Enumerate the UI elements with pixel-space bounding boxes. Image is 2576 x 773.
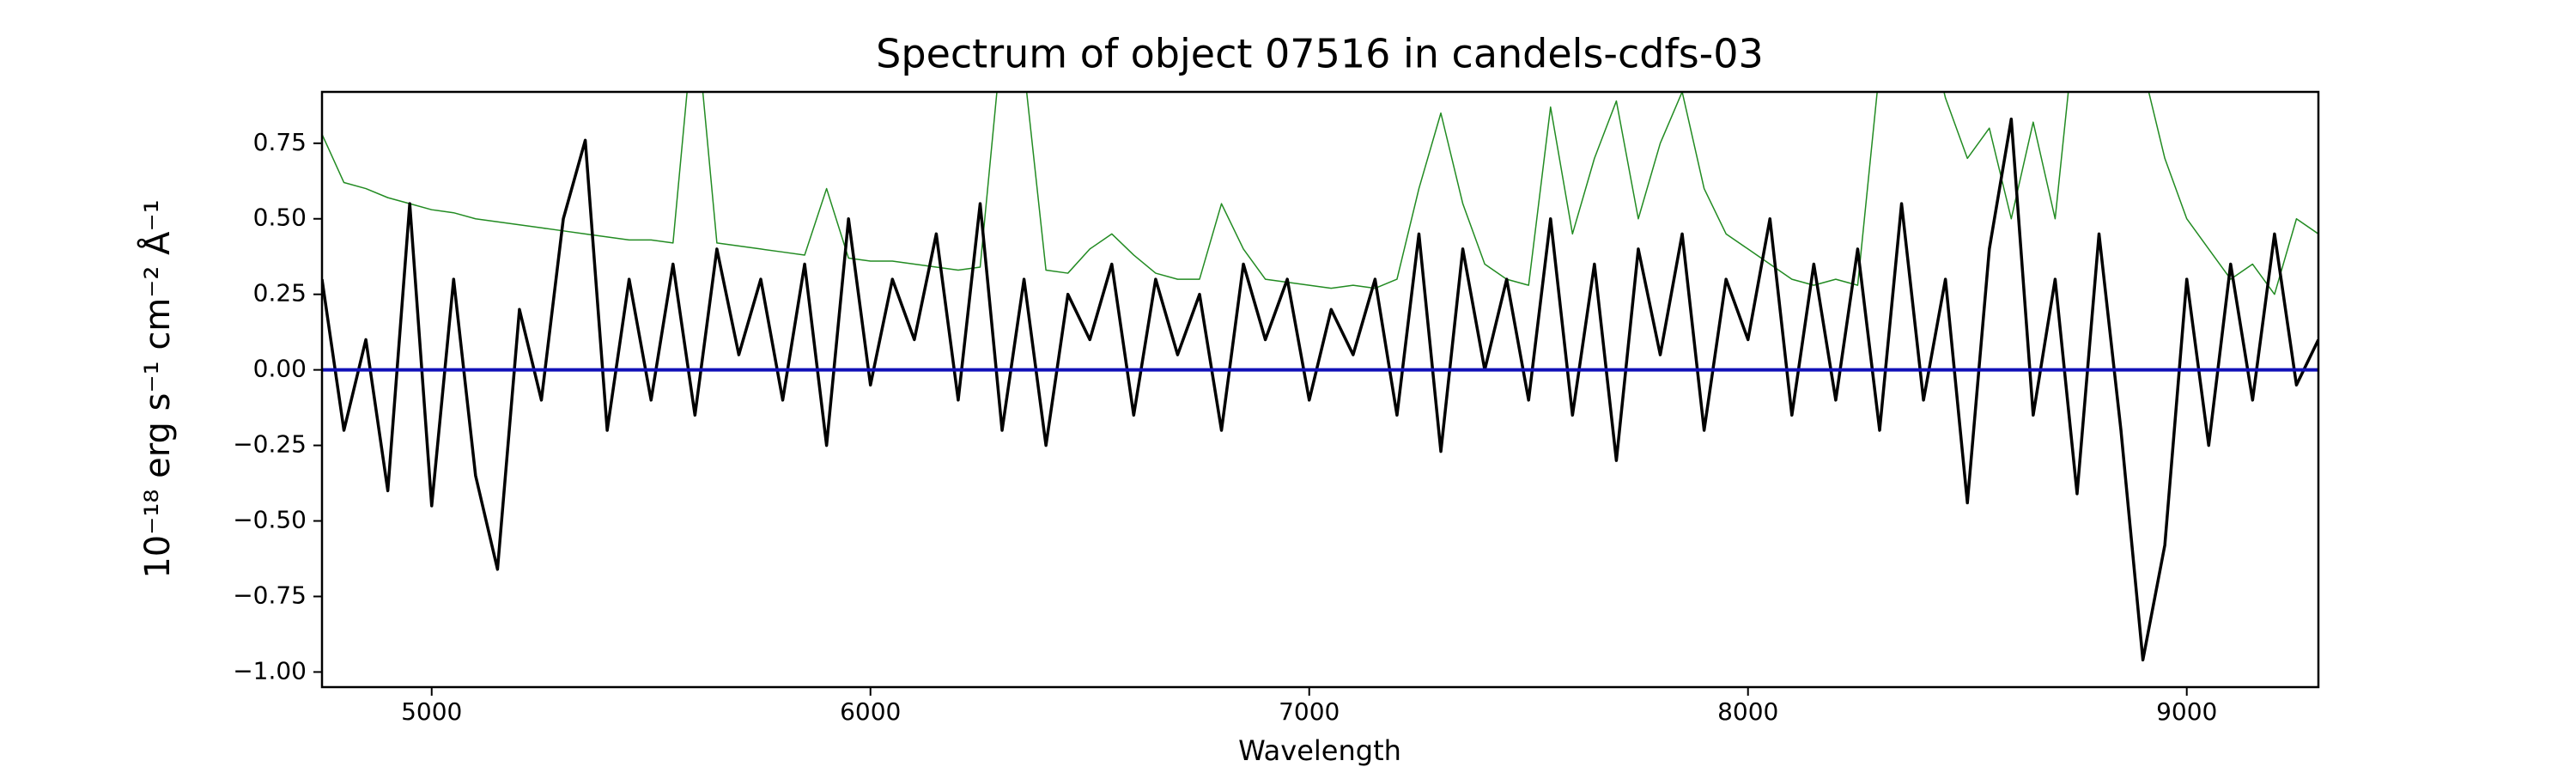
y-tick-label: −0.50 xyxy=(233,506,307,534)
y-tick-label: −0.25 xyxy=(233,430,307,459)
x-tick-label: 7000 xyxy=(1279,697,1340,726)
y-tick-label: 0.00 xyxy=(253,355,307,383)
chart-title: Spectrum of object 07516 in candels-cdfs… xyxy=(876,31,1764,77)
x-tick-label: 8000 xyxy=(1717,697,1778,726)
y-axis-label: 10⁻¹⁸ erg s⁻¹ cm⁻² Å⁻¹ xyxy=(137,199,178,578)
y-tick-label: −1.00 xyxy=(233,656,307,685)
y-tick-label: 0.25 xyxy=(253,279,307,307)
plot-frame xyxy=(320,90,2320,689)
y-tick-label: 0.75 xyxy=(253,128,307,156)
plot-area xyxy=(322,92,2318,662)
x-tick-label: 5000 xyxy=(401,697,462,726)
x-tick-label: 9000 xyxy=(2156,697,2217,726)
x-axis-label: Wavelength xyxy=(1238,734,1401,767)
y-tick-label: −0.75 xyxy=(233,581,307,609)
spectrum-line xyxy=(322,117,2318,662)
x-tick-label: 6000 xyxy=(840,697,901,726)
spectrum-line xyxy=(322,92,2318,295)
y-tick-label: 0.50 xyxy=(253,204,307,232)
